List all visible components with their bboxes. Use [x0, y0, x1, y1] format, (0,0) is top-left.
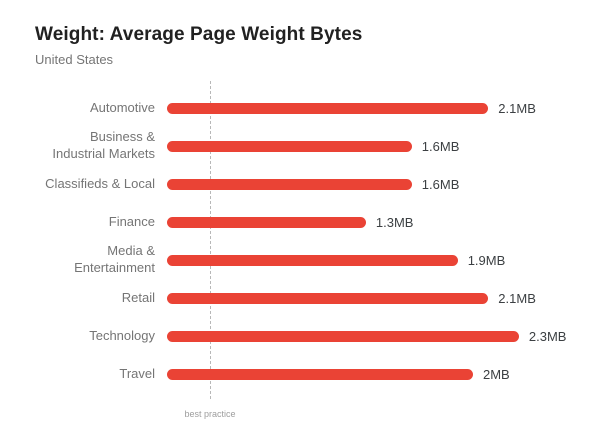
- chart-row: Business & Industrial Markets 1.6MB: [35, 127, 580, 165]
- bar: [167, 102, 489, 114]
- bar-chart: Automotive 2.1MB Business & Industrial M…: [35, 81, 580, 421]
- page-title: Weight: Average Page Weight Bytes: [35, 24, 363, 45]
- row-label: Classifieds & Local: [45, 175, 155, 191]
- row-label: Technology: [89, 327, 155, 343]
- bar: [167, 140, 412, 152]
- row-label: Retail: [121, 289, 155, 305]
- value-label: 2.3MB: [528, 328, 567, 344]
- row-label: Travel: [119, 365, 155, 381]
- chart-row: Retail 2.1MB: [35, 279, 580, 317]
- bar-area: 1.6MB: [167, 177, 459, 192]
- value-label: 2.1MB: [498, 290, 536, 306]
- bar-area: 2.1MB: [167, 291, 536, 306]
- bar: [167, 254, 458, 266]
- bar-area: 1.9MB: [167, 253, 505, 268]
- value-label: 2MB: [483, 366, 510, 382]
- page-subtitle: United States: [35, 52, 114, 67]
- bar-area: 1.6MB: [167, 139, 459, 154]
- best-practice-label: best practice: [184, 409, 236, 419]
- bar: [167, 292, 489, 304]
- bar-area: 2.3MB: [167, 329, 566, 344]
- row-label: Finance: [108, 213, 155, 229]
- value-label: 1.6MB: [421, 176, 460, 192]
- row-label: Business & Industrial Markets: [52, 129, 155, 161]
- bar: [167, 368, 473, 380]
- value-label: 1.3MB: [375, 214, 414, 230]
- best-practice-guideline: [210, 81, 211, 399]
- bar-area: 2.1MB: [167, 101, 536, 116]
- chart-row: Classifieds & Local 1.6MB: [35, 165, 580, 203]
- row-label: Media & Entertainment: [74, 243, 155, 275]
- chart-rows: Automotive 2.1MB Business & Industrial M…: [35, 89, 580, 421]
- chart-row: Automotive 2.1MB: [35, 89, 580, 127]
- value-label: 1.6MB: [421, 138, 460, 154]
- value-label: 2.1MB: [498, 100, 536, 116]
- chart-row: Finance 1.3MB: [35, 203, 580, 241]
- chart-row: Travel 2MB: [35, 355, 580, 393]
- value-label: 1.9MB: [467, 252, 506, 268]
- bar-area: 2MB: [167, 367, 510, 382]
- chart-row: Media & Entertainment 1.9MB: [35, 241, 580, 279]
- bar: [167, 178, 412, 190]
- bar: [167, 330, 519, 342]
- bar: [167, 216, 366, 228]
- bar-area: 1.3MB: [167, 215, 413, 230]
- chart-row: Technology 2.3MB: [35, 317, 580, 355]
- row-label: Automotive: [89, 99, 155, 115]
